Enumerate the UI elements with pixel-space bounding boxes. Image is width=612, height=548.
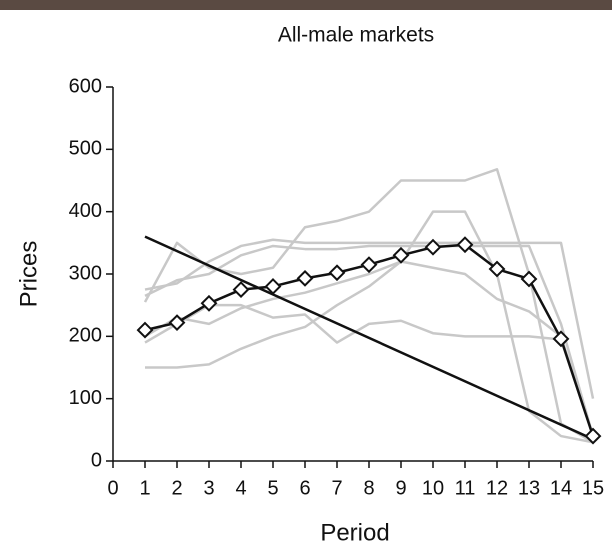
diamond-marker — [394, 248, 408, 262]
x-tick-label: 3 — [203, 477, 214, 499]
x-tick-label: 14 — [550, 477, 572, 499]
y-tick-label: 400 — [69, 200, 102, 222]
y-tick-label: 300 — [69, 262, 102, 284]
x-tick-label: 5 — [267, 477, 278, 499]
x-tick-label: 2 — [171, 477, 182, 499]
x-tick-label: 0 — [107, 477, 118, 499]
x-tick-label: 9 — [395, 477, 406, 499]
diamond-marker — [138, 323, 152, 337]
diamond-marker — [234, 283, 248, 297]
x-axis-label: Period — [320, 519, 389, 546]
y-tick-label: 200 — [69, 325, 102, 347]
x-tick-label: 15 — [582, 477, 604, 499]
x-tick-label: 6 — [299, 477, 310, 499]
y-axis-label: Prices — [15, 241, 42, 308]
series-line — [145, 305, 593, 436]
x-tick-label: 13 — [518, 477, 540, 499]
y-tick-label: 500 — [69, 138, 102, 160]
diamond-marker — [362, 258, 376, 272]
x-tick-label: 12 — [486, 477, 508, 499]
x-tick-label: 11 — [455, 477, 476, 499]
photo-strip — [0, 0, 612, 10]
chart-title: All-male markets — [278, 24, 434, 47]
y-tick-label: 0 — [91, 449, 102, 471]
y-tick-label: 600 — [69, 75, 102, 97]
x-tick-label: 8 — [363, 477, 374, 499]
y-tick-label: 100 — [69, 387, 102, 409]
x-tick-label: 10 — [422, 477, 444, 499]
x-tick-label: 7 — [331, 477, 342, 499]
x-tick-label: 4 — [235, 477, 246, 499]
x-tick-label: 1 — [139, 477, 150, 499]
chart: All-male markets Period Prices 010020030… — [0, 0, 612, 548]
diamond-marker — [522, 272, 536, 286]
diamond-marker — [298, 271, 312, 285]
diamond-marker — [330, 266, 344, 280]
